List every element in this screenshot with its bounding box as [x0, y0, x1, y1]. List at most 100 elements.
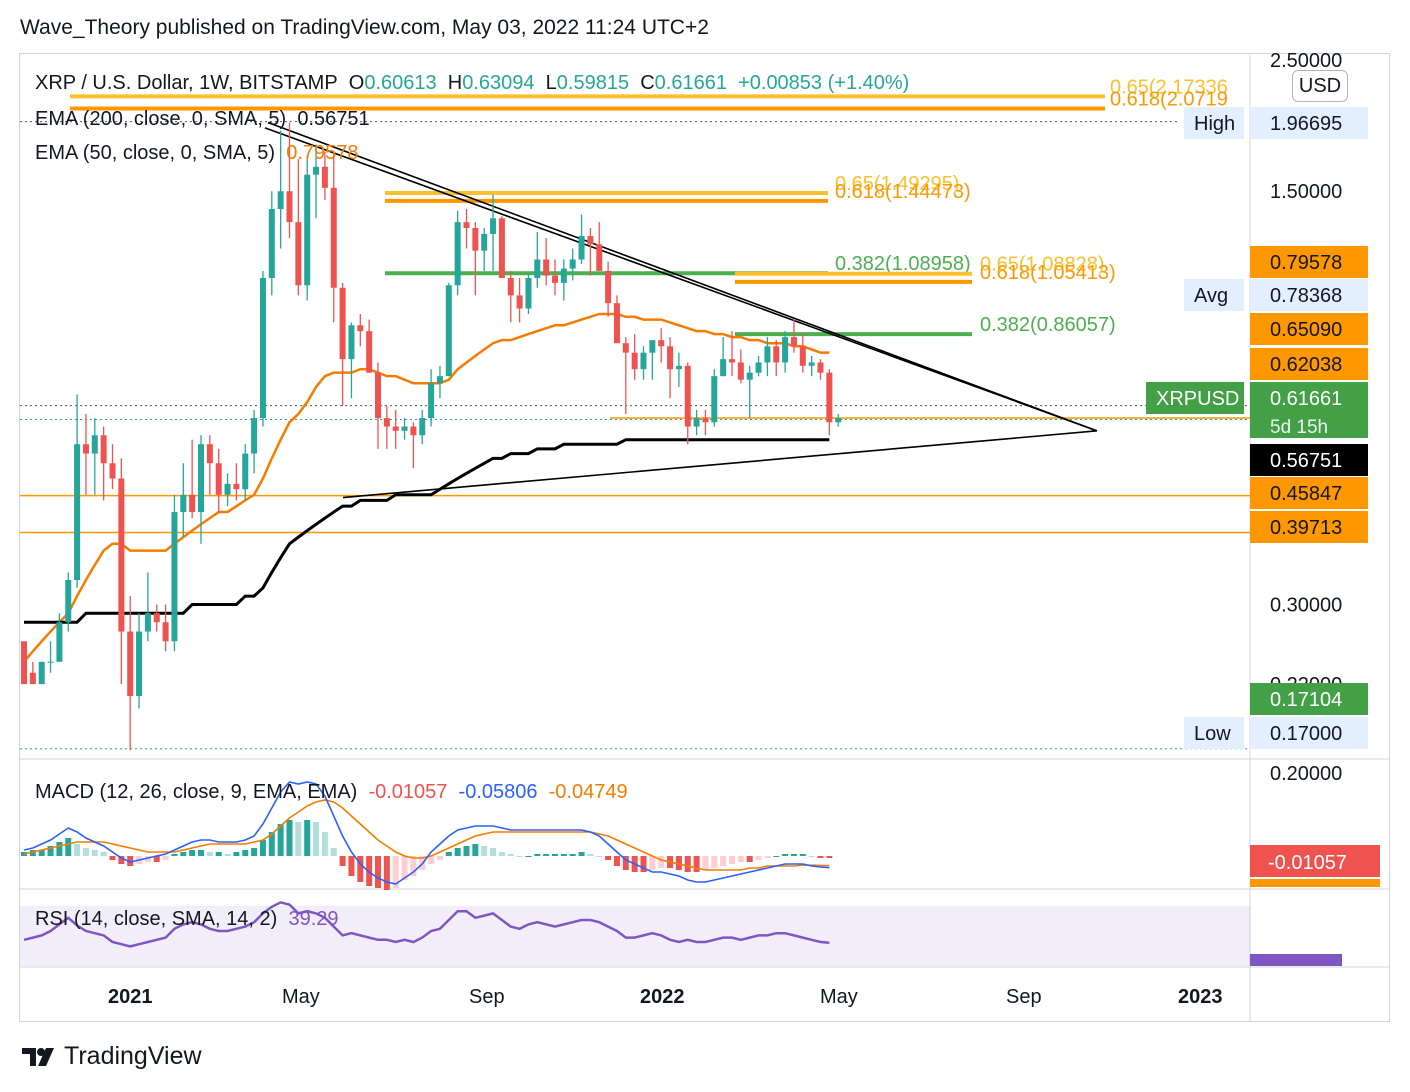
macd-histogram-bar: [392, 856, 399, 888]
price-axis-badge-value: 0.78368: [1270, 285, 1342, 307]
time-tick-label: Sep: [469, 986, 505, 1008]
ema50-line: [23, 312, 830, 663]
macd-histogram-bar: [729, 856, 735, 864]
candle-body: [251, 418, 258, 454]
macd-histogram-bar: [525, 856, 532, 857]
candle: [171, 494, 178, 652]
macd-histogram-bar: [498, 852, 505, 856]
price-axis-badge: [1250, 107, 1368, 139]
candle-body: [242, 453, 249, 490]
candle: [127, 596, 134, 751]
macd-histogram-bar: [348, 856, 355, 876]
macd-histogram-bar: [206, 852, 213, 856]
candle-body: [65, 580, 72, 623]
macd-histogram-bar: [180, 852, 187, 856]
candle-body: [808, 362, 815, 366]
price-axis-badge: [1250, 511, 1368, 543]
candle: [702, 409, 709, 436]
candle-body: [667, 346, 674, 370]
currency-button[interactable]: USD: [1292, 70, 1348, 102]
fib-level-label: 0.382(0.86057): [980, 314, 1116, 336]
price-axis-badge: [1250, 279, 1368, 311]
candle-body: [835, 418, 842, 423]
ema200-value: 0.56751: [297, 108, 370, 130]
candle: [295, 159, 302, 296]
candle: [153, 604, 160, 632]
macd-histogram-bar: [490, 848, 497, 856]
candle-body: [383, 418, 390, 427]
ema200-legend: EMA (200, close, 0, SMA, 5) 0.56751: [35, 108, 370, 131]
candle-body: [720, 359, 727, 377]
macd-histogram-bar: [313, 822, 320, 856]
candle: [100, 426, 107, 501]
candle-body: [799, 346, 806, 366]
candle: [74, 394, 81, 588]
price-label-tag: [1146, 382, 1244, 414]
price-tick-label: 0.30000: [1270, 594, 1342, 616]
candle: [357, 313, 364, 347]
ema50-legend: EMA (50, close, 0, SMA, 5) 0.79578: [35, 142, 359, 165]
candle: [516, 277, 523, 323]
macd-histogram-bar: [702, 856, 709, 870]
candle-body: [534, 259, 541, 278]
legend-high-value: 0.63094: [462, 72, 535, 94]
candle: [277, 130, 284, 249]
macd-histogram-bar: [38, 850, 45, 856]
candle-body: [136, 631, 143, 697]
legend-symbol: XRP / U.S. Dollar, 1W, BITSTAMP: [35, 72, 338, 94]
macd-histogram-bar: [375, 856, 381, 888]
macd-hist-value: -0.01057: [368, 781, 448, 803]
price-label-tag-text: Avg: [1194, 285, 1228, 307]
macd-histogram-bar: [693, 856, 700, 872]
candle-body: [180, 494, 187, 513]
candle-body: [613, 303, 620, 344]
price-axis-badge: [1250, 246, 1368, 278]
candle-body: [189, 494, 196, 513]
triangle-upper-line: [267, 121, 1098, 432]
candle-body: [817, 362, 824, 373]
candle: [286, 122, 293, 239]
candle: [180, 463, 187, 538]
candle: [817, 359, 824, 380]
candle-body: [463, 222, 470, 228]
candle: [224, 473, 231, 507]
candle-body: [472, 227, 479, 251]
tradingview-brand[interactable]: TradingView: [22, 1042, 202, 1071]
candle: [605, 261, 612, 317]
macd-histogram-bar: [74, 844, 81, 856]
macd-histogram-bar: [782, 854, 789, 856]
candle: [790, 319, 797, 353]
candle-body: [578, 236, 585, 260]
candle-body: [259, 277, 266, 419]
candle-body: [321, 166, 328, 188]
macd-histogram-bar: [162, 856, 169, 860]
candle-body: [746, 372, 753, 380]
candle: [552, 259, 558, 296]
macd-axis-badge: [1250, 845, 1380, 877]
candle-body: [171, 512, 178, 642]
candle-body: [516, 295, 523, 309]
candle: [693, 409, 700, 436]
rsi-value: 39.29: [288, 908, 339, 930]
candle-body: [790, 337, 797, 347]
candle-body: [348, 325, 355, 360]
candle-body: [569, 259, 576, 269]
candle: [91, 418, 98, 495]
macd-histogram-bar: [684, 856, 691, 872]
macd-histogram-bar: [118, 856, 125, 864]
candle: [764, 337, 771, 377]
candle-body: [490, 218, 497, 234]
fib-level-label: 0.65(1.49295): [835, 173, 960, 195]
candle: [587, 227, 594, 276]
legend-close-label: C: [640, 72, 655, 94]
candle: [729, 331, 735, 377]
candle: [47, 641, 54, 673]
candle: [454, 210, 461, 296]
fib-level-label: 0.618(1.05413): [980, 262, 1116, 284]
time-tick-label: May: [820, 986, 858, 1008]
candle: [401, 418, 408, 440]
candle-body: [436, 376, 443, 384]
candle: [782, 331, 789, 373]
candle-body: [366, 331, 373, 373]
